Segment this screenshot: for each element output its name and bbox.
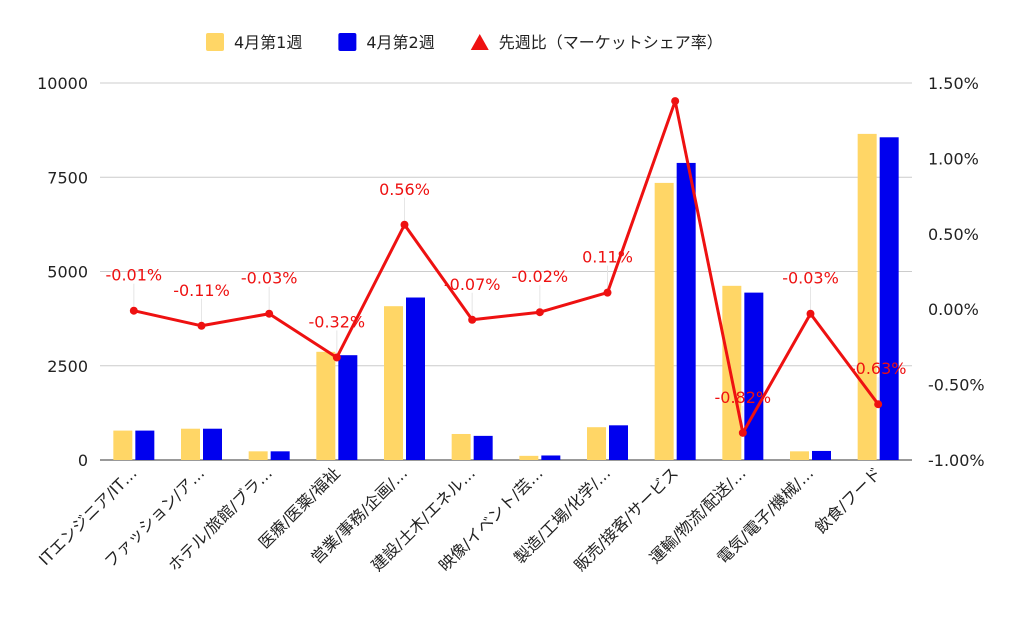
- data-label: 0.11%: [582, 248, 633, 267]
- bar: [203, 428, 222, 460]
- line-point: [400, 220, 409, 229]
- bar: [338, 355, 358, 460]
- line-point: [738, 428, 747, 437]
- bar: [248, 451, 268, 460]
- line-series: -0.01% -0.11% -0.03% -0.32% 0.56% -0.07% -0.02…: [106, 97, 907, 437]
- left-tick-label: 2500: [47, 357, 88, 376]
- bar: [790, 451, 809, 460]
- axes: 0 2500 5000 7500 10000 -1.00% -0.50% 0.00% 0.50%…: [35, 74, 985, 575]
- legend-triangle-icon: [470, 34, 489, 50]
- bar: [316, 351, 336, 460]
- left-tick-label: 5000: [47, 263, 88, 282]
- right-tick-label: -0.50%: [928, 376, 985, 395]
- bar: [113, 430, 133, 460]
- bar: [451, 433, 471, 460]
- line-point: [332, 353, 341, 362]
- bar: [384, 306, 403, 460]
- bar: [654, 182, 674, 460]
- data-label: -0.82%: [715, 388, 772, 407]
- bar: [744, 292, 764, 460]
- data-label: -0.03%: [782, 269, 839, 288]
- bar: [406, 297, 425, 460]
- bar: [879, 137, 899, 460]
- line-point: [197, 321, 206, 330]
- line-point: [535, 308, 544, 317]
- line-point: [806, 309, 815, 318]
- left-tick-label: 7500: [47, 168, 88, 187]
- bar: [473, 435, 493, 460]
- bar: [270, 451, 290, 460]
- series-line: [133, 99, 880, 435]
- line-point: [874, 400, 883, 409]
- data-label: -0.63%: [850, 359, 907, 378]
- legend-label: 4月第2週: [366, 33, 434, 52]
- bar: [587, 427, 606, 460]
- line-point: [265, 309, 274, 318]
- bar: [181, 428, 200, 460]
- left-tick-label: 10000: [37, 74, 88, 93]
- data-label: 0.56%: [379, 180, 430, 199]
- legend-swatch: [338, 33, 357, 51]
- line-point: [129, 306, 138, 315]
- bar-series: [113, 133, 899, 460]
- data-label: -0.32%: [309, 312, 366, 331]
- data-label: -0.02%: [512, 267, 569, 286]
- right-tick-label: -1.00%: [928, 451, 985, 470]
- bar: [812, 450, 831, 460]
- bar: [541, 455, 561, 460]
- gridlines: [100, 82, 912, 461]
- right-tick-label: 0.00%: [928, 300, 979, 319]
- data-label: -0.07%: [444, 275, 501, 294]
- bar: [857, 133, 877, 460]
- legend-swatch: [206, 33, 224, 51]
- legend: 4月第1週 4月第2週 先週比（マーケットシェア率）: [206, 33, 723, 52]
- data-label: -0.11%: [173, 281, 230, 300]
- right-tick-label: 1.50%: [928, 74, 979, 93]
- data-label: -0.03%: [241, 269, 298, 288]
- legend-label: 4月第1週: [234, 33, 302, 52]
- line-point: [603, 288, 612, 297]
- legend-label: 先週比（マーケットシェア率）: [499, 33, 723, 52]
- right-tick-label: 1.00%: [928, 149, 979, 168]
- category-label: 飲食/フード: [811, 463, 885, 537]
- bar: [676, 162, 696, 460]
- line-point: [671, 97, 680, 106]
- line-point: [468, 315, 477, 324]
- right-tick-label: 0.50%: [928, 225, 979, 244]
- bar: [609, 425, 628, 460]
- bar: [135, 430, 155, 460]
- bar: [519, 455, 539, 460]
- data-label: -0.01%: [106, 266, 163, 285]
- left-tick-label: 0: [78, 451, 88, 470]
